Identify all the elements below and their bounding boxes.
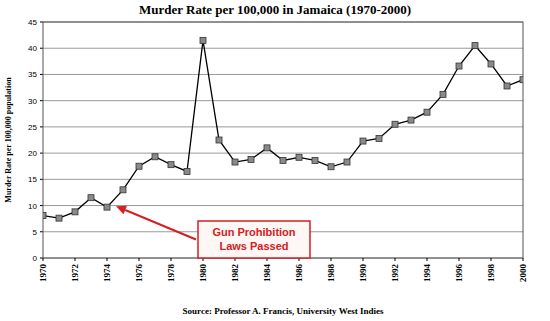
tick-label: 40 xyxy=(28,44,37,53)
tick-mark xyxy=(75,258,76,261)
source: Source: Professor A. Francis, University… xyxy=(183,306,384,316)
marker xyxy=(312,157,318,163)
marker xyxy=(104,204,110,210)
annotation-arrow xyxy=(125,210,196,240)
plot-area xyxy=(43,37,523,221)
tick-mark xyxy=(43,258,44,261)
axis-label: Murder Rate per 100,000 population xyxy=(4,77,13,203)
line xyxy=(43,40,523,218)
grid-line xyxy=(43,205,523,206)
grid-line xyxy=(43,153,523,154)
annotation-box xyxy=(198,221,310,258)
marker xyxy=(56,215,62,221)
marker xyxy=(200,37,206,43)
marker xyxy=(264,145,270,151)
tick-label: 10 xyxy=(28,202,37,211)
marker xyxy=(152,154,158,160)
marker xyxy=(232,159,238,165)
annotation-arrowhead xyxy=(116,206,127,214)
tick-label: 1982 xyxy=(230,264,240,283)
tick-label: 1996 xyxy=(454,264,464,283)
grid-line xyxy=(43,48,523,49)
tick-label: 45 xyxy=(28,18,37,27)
marker xyxy=(504,83,510,89)
grid-line xyxy=(43,179,523,180)
tick-label: 0 xyxy=(33,254,38,263)
tick-label: 1992 xyxy=(390,264,400,283)
chart: Murder Rate per 100,000 in Jamaica (1970… xyxy=(0,0,550,321)
marker xyxy=(392,121,398,127)
tick-label: 1976 xyxy=(134,264,144,283)
tick-mark xyxy=(363,258,364,261)
marker xyxy=(184,168,190,174)
tick-label: 2000 xyxy=(518,264,528,283)
marker xyxy=(472,43,478,49)
marker xyxy=(440,91,446,97)
title: Murder Rate per 100,000 in Jamaica (1970… xyxy=(139,2,411,17)
marker xyxy=(328,164,334,170)
annotation: Gun Prohibition Laws Passed xyxy=(116,206,310,258)
marker xyxy=(344,159,350,165)
annotation-line: Laws Passed xyxy=(219,240,288,252)
tick-mark xyxy=(107,258,108,261)
marker xyxy=(520,77,523,83)
tick-label: 35 xyxy=(28,70,37,79)
tick-label: 1980 xyxy=(198,264,208,283)
marker xyxy=(72,209,78,215)
marker xyxy=(216,137,222,143)
tick-label: 5 xyxy=(33,228,38,237)
marker xyxy=(360,138,366,144)
grid-line xyxy=(43,126,523,127)
grid-line xyxy=(43,74,523,75)
tick-mark xyxy=(459,258,460,261)
marker xyxy=(120,187,126,193)
tick-mark xyxy=(523,258,524,261)
tick-label: 1974 xyxy=(102,264,112,283)
tick-mark xyxy=(427,258,428,261)
y-axis: 0 5 10 15 20 25 30 35 40 45 xyxy=(28,18,523,263)
tick-label: 30 xyxy=(28,97,37,106)
tick-label: 20 xyxy=(28,149,37,158)
marker xyxy=(248,156,254,162)
marker xyxy=(43,213,46,219)
marker xyxy=(408,117,414,123)
marker xyxy=(296,154,302,160)
tick-mark xyxy=(395,258,396,261)
tick-label: 15 xyxy=(28,175,37,184)
tick-label: 1994 xyxy=(422,264,432,283)
plot-frame xyxy=(43,22,523,258)
annotation-text: Gun Prohibition Laws Passed xyxy=(212,226,295,252)
tick-label: 1988 xyxy=(326,264,336,283)
marker xyxy=(280,157,286,163)
tick-label: 1978 xyxy=(166,264,176,283)
marker xyxy=(488,61,494,67)
tick-mark xyxy=(171,258,172,261)
tick-label: 1990 xyxy=(358,264,368,283)
grid-line xyxy=(43,100,523,101)
x-axis: 1970 1972 1974 1976 1978 1980 1982 1984 1986 1988… xyxy=(38,258,528,282)
marker xyxy=(424,109,430,115)
tick-label: 1972 xyxy=(70,264,80,283)
tick-label: 1984 xyxy=(262,264,272,283)
marker xyxy=(88,195,94,201)
tick-mark xyxy=(139,258,140,261)
marker xyxy=(136,163,142,169)
marker xyxy=(456,63,462,69)
annotation-line: Gun Prohibition xyxy=(212,226,295,238)
tick-label: 25 xyxy=(28,123,37,132)
tick-label: 1986 xyxy=(294,264,304,283)
tick-mark xyxy=(491,258,492,261)
tick-label: 1998 xyxy=(486,264,496,283)
marker xyxy=(168,162,174,168)
marker xyxy=(376,135,382,141)
tick-mark xyxy=(331,258,332,261)
tick-label: 1970 xyxy=(38,264,48,283)
